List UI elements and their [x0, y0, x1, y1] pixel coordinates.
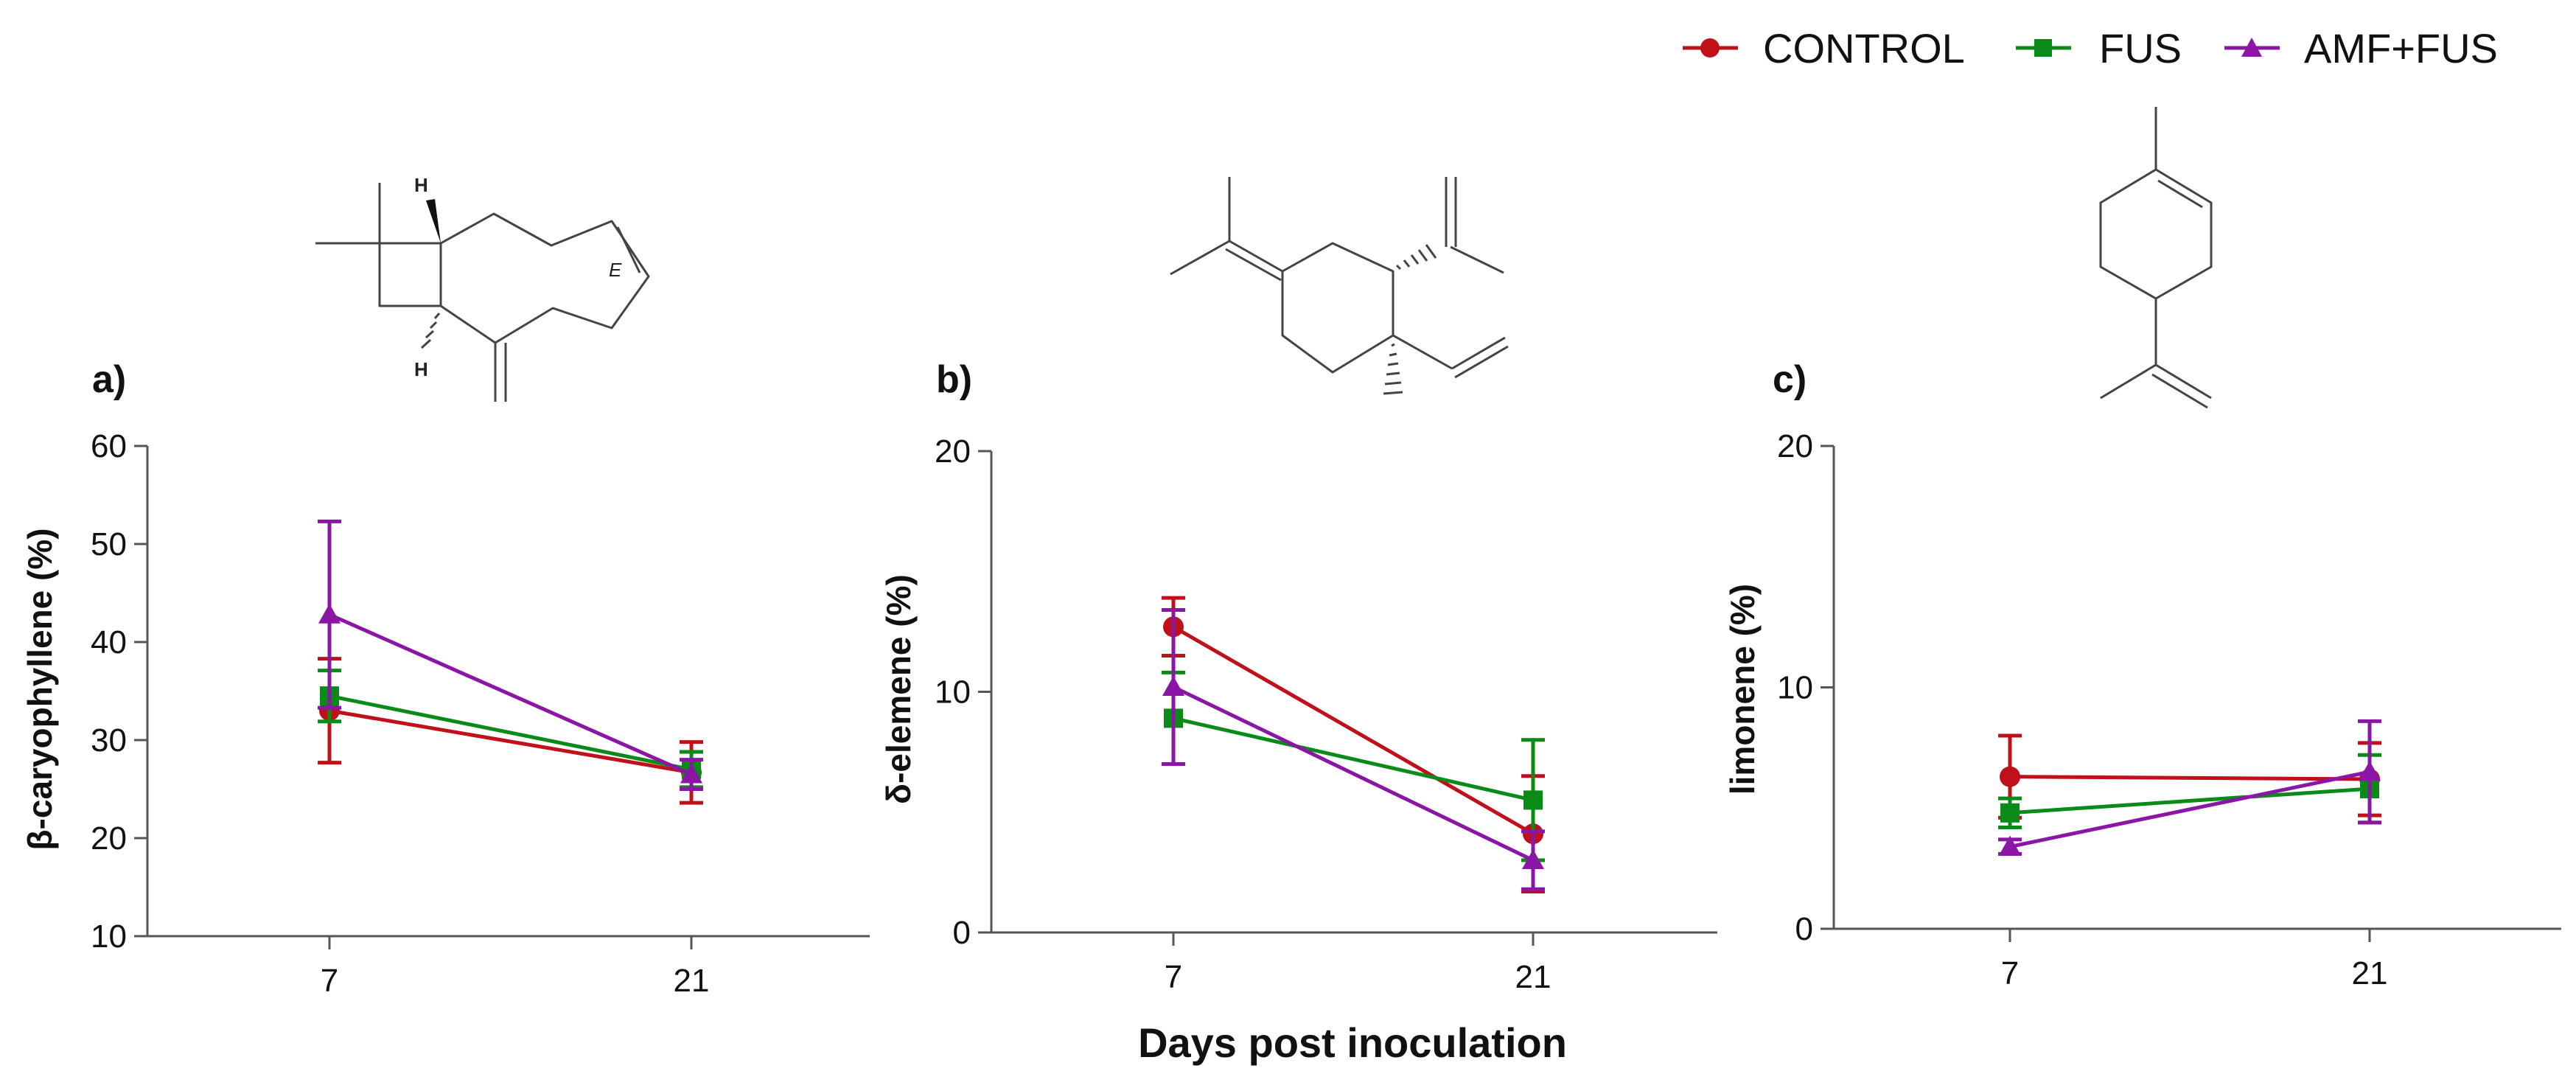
data-point[interactable]	[1523, 790, 1543, 810]
series-line	[329, 708, 692, 775]
series-control	[318, 657, 703, 805]
series-fus	[1998, 753, 2381, 829]
data-point[interactable]	[1999, 835, 2021, 856]
panel-c-plot: 0 10 20 7 21	[1777, 428, 2561, 991]
x-tick-label: 7	[321, 963, 338, 999]
x-axis-label: Days post inoculation	[1138, 1019, 1567, 1066]
series-amf-fus	[318, 519, 703, 791]
legend-label-amf-fus: AMF+FUS	[2304, 25, 2498, 72]
y-tick-label: 30	[91, 722, 127, 759]
series-line	[328, 613, 693, 776]
data-point[interactable]	[318, 603, 341, 624]
x-tick-label: 7	[2001, 955, 2019, 991]
panel-label-c: c)	[1773, 358, 1807, 401]
y-axis-label-b: δ-elemene (%)	[879, 574, 918, 804]
legend-item-control[interactable]: CONTROL	[1683, 25, 1965, 72]
y-axis-label-a: β-caryophyllene (%)	[21, 528, 59, 850]
series-amf-fus	[1998, 719, 2381, 856]
y-tick-label: 0	[1795, 911, 1813, 947]
series-line	[2009, 775, 2370, 781]
y-tick-label: 20	[1777, 428, 1813, 464]
series-line	[1173, 716, 1534, 802]
legend-item-fus[interactable]: FUS	[2016, 25, 2182, 72]
stereo-label-e: E	[609, 259, 622, 281]
series-fus	[318, 669, 703, 789]
series-line	[2009, 787, 2370, 815]
panel-label-a: a)	[92, 358, 126, 401]
series-line	[1172, 625, 1535, 836]
legend: CONTROL FUS AMF+FUS	[1683, 25, 2498, 72]
atom-label-h-bottom: H	[414, 358, 428, 380]
x-tick-label: 21	[674, 963, 710, 999]
data-point[interactable]	[1522, 849, 1544, 870]
panel-b-plot: 0 10 20 7 21	[935, 433, 1717, 995]
data-point[interactable]	[2000, 766, 2020, 787]
data-point[interactable]	[2000, 803, 2020, 823]
panel-a-plot: 10 20 30 40 50 60 7 21	[91, 428, 870, 999]
x-tick-label: 21	[2352, 955, 2388, 991]
y-tick-label: 20	[935, 433, 971, 470]
legend-label-fus: FUS	[2099, 25, 2182, 72]
y-tick-label: 10	[935, 674, 971, 711]
data-point[interactable]	[2359, 761, 2381, 781]
y-axis-label-c: limonene (%)	[1723, 584, 1762, 795]
legend-marker-circle-icon	[1700, 38, 1720, 57]
y-tick-label: 50	[91, 526, 127, 562]
atom-label-h-top: H	[414, 174, 428, 196]
panel-label-b: b)	[936, 358, 972, 401]
series-fus	[1162, 670, 1545, 862]
series-line	[329, 694, 692, 772]
legend-marker-triangle-icon	[2241, 38, 2262, 57]
beta-caryophyllene-structure: H H E	[315, 174, 650, 402]
data-point[interactable]	[680, 763, 702, 784]
y-tick-label: 40	[91, 624, 127, 660]
y-tick-label: 10	[1777, 670, 1813, 706]
y-tick-label: 10	[91, 918, 127, 955]
series-line	[2009, 770, 2370, 849]
legend-marker-square-icon	[2034, 39, 2052, 57]
data-point[interactable]	[1162, 675, 1184, 696]
x-tick-label: 7	[1165, 959, 1182, 995]
series-amf-fus	[1162, 607, 1545, 891]
y-tick-label: 60	[91, 428, 127, 464]
legend-item-amf-fus[interactable]: AMF+FUS	[2224, 25, 2498, 72]
limonene-structure	[2099, 107, 2213, 409]
x-tick-label: 21	[1515, 959, 1551, 995]
series-control	[1162, 596, 1545, 893]
delta-elemene-structure	[1170, 177, 1509, 395]
series-line	[1172, 685, 1535, 862]
y-tick-label: 0	[953, 915, 971, 951]
series-control	[1998, 733, 2381, 820]
y-tick-label: 20	[91, 820, 127, 857]
legend-label-control: CONTROL	[1763, 25, 1965, 72]
